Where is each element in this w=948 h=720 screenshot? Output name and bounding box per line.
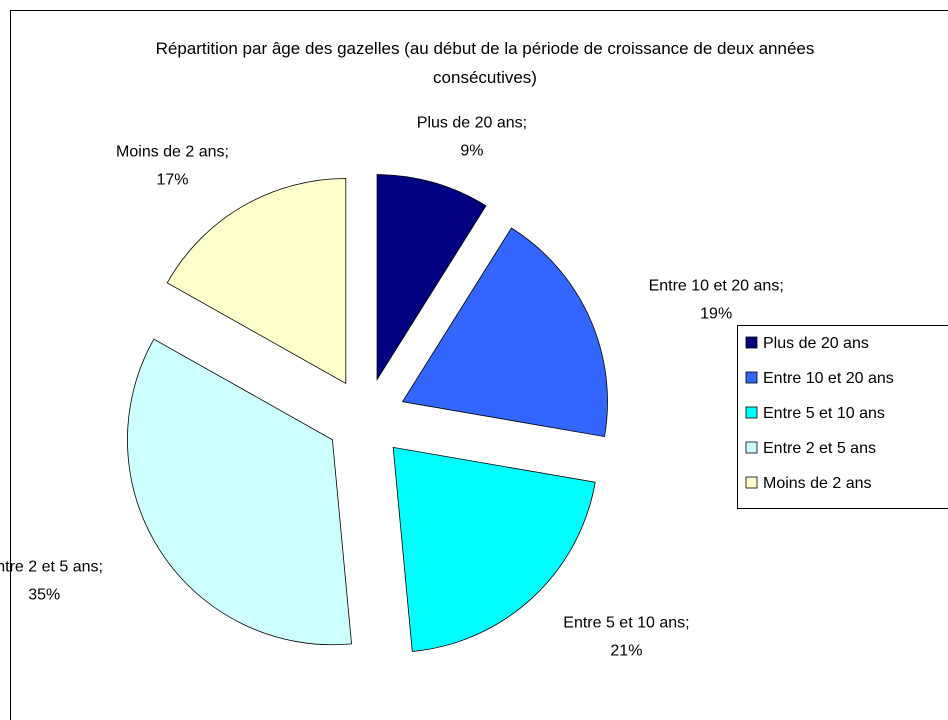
- legend-label: Moins de 2 ans: [763, 475, 872, 492]
- legend-label: Entre 10 et 20 ans: [763, 370, 894, 387]
- data-label-separator: ;: [523, 114, 527, 131]
- data-label-category: Plus de 20 ans: [417, 114, 523, 131]
- pie-slice: [376, 174, 487, 381]
- pie: [127, 174, 608, 652]
- data-label-category: Entre 10 et 20 ans: [649, 278, 780, 295]
- chart-title: Répartition par âge des gazelles (au déb…: [155, 39, 815, 87]
- legend-label: Entre 5 et 10 ans: [763, 405, 885, 422]
- data-label-separator: ;: [225, 143, 229, 160]
- legend-swatch: [745, 336, 758, 349]
- pie-slice: [127, 338, 352, 646]
- data-label-category: Entre 2 et 5 ans: [0, 559, 99, 576]
- data-label-separator: ;: [685, 615, 689, 632]
- legend-swatch: [745, 441, 758, 454]
- data-label-separator: ;: [99, 559, 103, 576]
- data-label-category: Moins de 2 ans: [116, 143, 225, 160]
- legend-swatch: [745, 371, 758, 384]
- pie-slice: [401, 227, 608, 438]
- data-labels: Plus de 20 ans; 9%Entre 10 et 20 ans; 19%E…: [0, 114, 784, 659]
- legend-label: Entre 2 et 5 ans: [763, 440, 876, 457]
- pie-slice: [392, 446, 596, 652]
- legend: Plus de 20 ans Entre 10 et 20 ans Entre 5 …: [745, 335, 894, 492]
- data-label-value: 17%: [157, 171, 189, 188]
- data-label-separator: ;: [779, 278, 783, 295]
- pie-slice: [166, 178, 347, 385]
- data-label: Entre 5 et 10 ans; 21%: [563, 615, 689, 660]
- legend-swatch: [745, 406, 758, 419]
- data-label-value: 35%: [28, 587, 60, 604]
- data-label: Entre 10 et 20 ans; 19%: [649, 278, 784, 323]
- data-label: Moins de 2 ans; 17%: [116, 143, 229, 188]
- legend-box: [737, 325, 948, 509]
- data-label: Entre 2 et 5 ans; 35%: [0, 559, 103, 604]
- legend-swatch: [745, 476, 758, 489]
- data-label-value: 9%: [460, 142, 483, 159]
- data-label-value: 21%: [610, 643, 642, 660]
- data-label: Plus de 20 ans; 9%: [417, 114, 527, 159]
- data-label-value: 19%: [700, 306, 732, 323]
- data-label-category: Entre 5 et 10 ans: [563, 615, 685, 632]
- legend-label: Plus de 20 ans: [763, 335, 869, 352]
